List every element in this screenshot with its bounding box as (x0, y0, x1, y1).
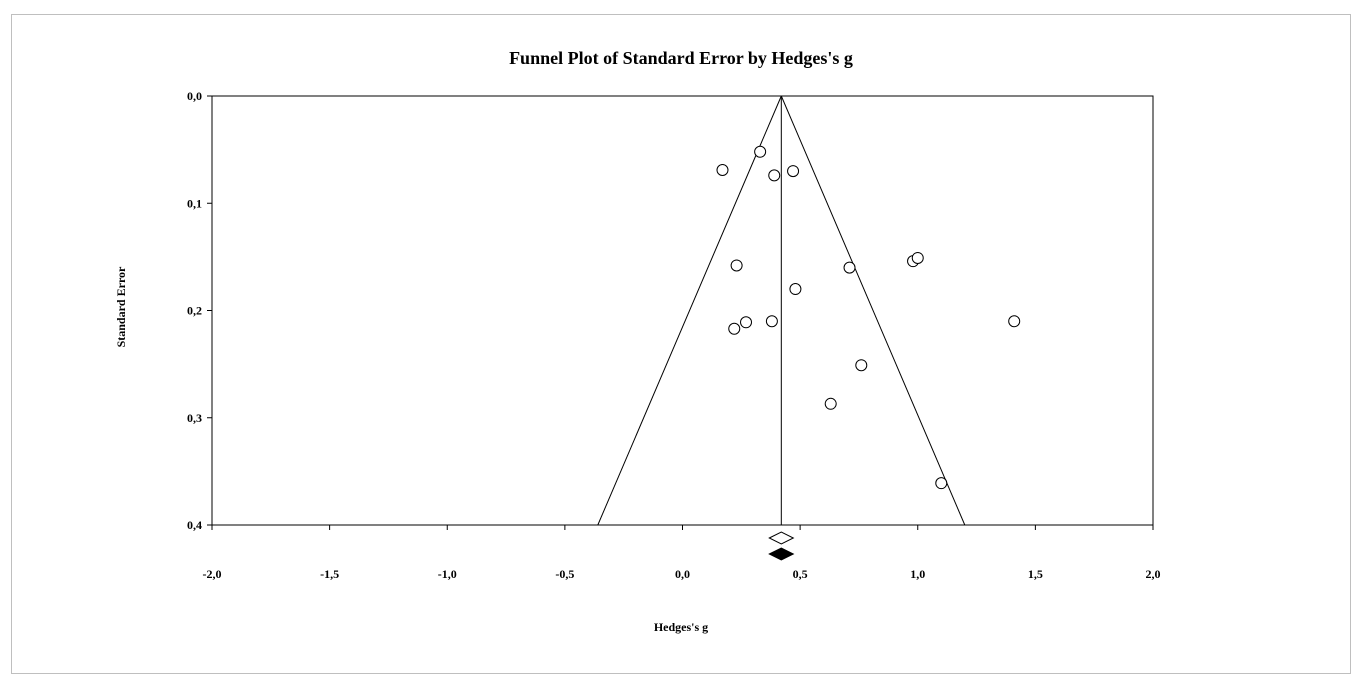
study-point (843, 261, 856, 274)
imputed-summary-diamond (768, 547, 795, 561)
study-point (1008, 315, 1021, 328)
x-tick-label: 0,0 (675, 567, 690, 581)
y-tick-label: 0,0 (187, 89, 202, 103)
y-axis-title: Standard Error (114, 266, 128, 347)
observed-summary-diamond (768, 531, 795, 545)
study-point (765, 315, 778, 328)
x-tick-label: 1,0 (910, 567, 925, 581)
x-tick-label: -1,0 (438, 567, 457, 581)
plot-area: 0,0 0,1 0,2 0,3 0,4 -2,0 -1,5 -1,0 -0,5 0,0 0,5 1,0… (187, 89, 1161, 581)
study-point (855, 359, 868, 372)
study-point (911, 251, 924, 264)
y-tick-label: 0,3 (187, 411, 202, 425)
funnel-left-line (597, 95, 782, 526)
x-tick-label: 2,0 (1146, 567, 1161, 581)
study-point (740, 316, 753, 329)
y-tick-label: 0,2 (187, 304, 202, 318)
study-point (754, 145, 767, 158)
x-tick-label: 0,5 (793, 567, 808, 581)
y-tick-label: 0,1 (187, 196, 202, 210)
y-tick-label: 0,4 (187, 518, 202, 532)
study-point (787, 165, 800, 178)
plot-border (211, 95, 1154, 526)
x-tick-label: -0,5 (555, 567, 574, 581)
chart-title: Funnel Plot of Standard Error by Hedges'… (509, 48, 853, 68)
study-point (728, 322, 741, 335)
study-point (789, 283, 802, 296)
study-point (716, 164, 729, 177)
x-axis-title: Hedges's g (654, 620, 708, 634)
x-tick-label: 1,5 (1028, 567, 1043, 581)
funnel-plot: Funnel Plot of Standard Error by Hedges'… (114, 48, 1161, 634)
chart-frame: Funnel Plot of Standard Error by Hedges'… (11, 14, 1351, 674)
funnel-right-line (780, 95, 966, 526)
study-point (824, 397, 837, 410)
x-tick-label: -1,5 (320, 567, 339, 581)
study-point (730, 259, 743, 272)
study-point (768, 169, 781, 182)
study-point (935, 477, 948, 490)
x-tick-label: -2,0 (203, 567, 222, 581)
